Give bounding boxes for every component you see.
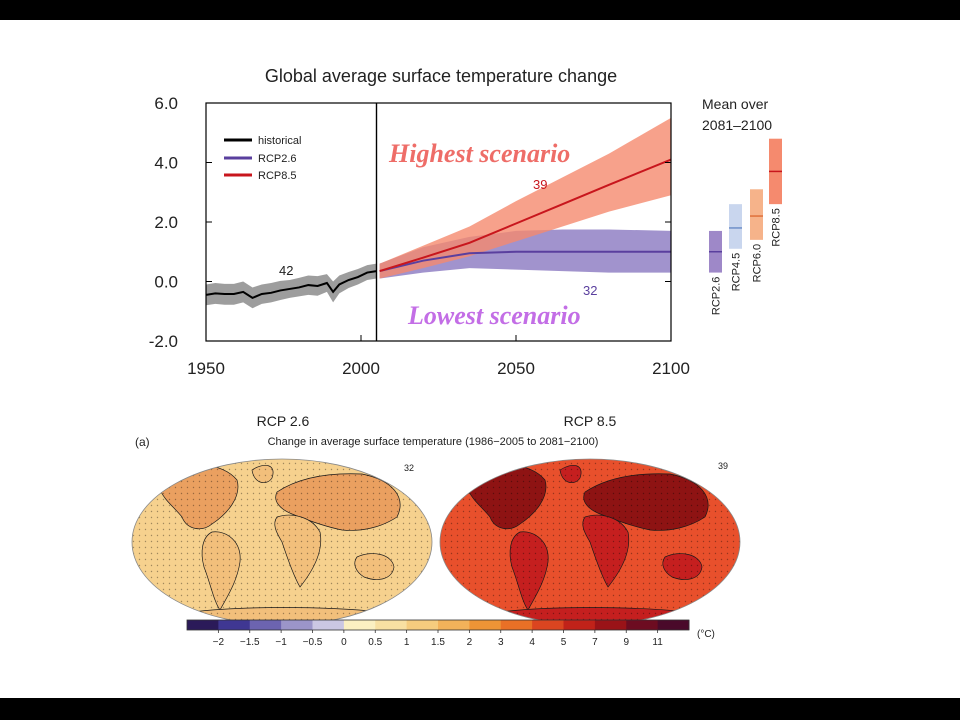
svg-text:RCP2.6: RCP2.6 (258, 153, 297, 165)
y-tick-label: -2.0 (149, 332, 178, 351)
colorbar-label: 2 (467, 637, 473, 648)
lowest-scenario-label: Lowest scenario (407, 301, 581, 330)
colorbar-label: 3 (498, 637, 504, 648)
y-tick-label: 0.0 (154, 273, 178, 292)
map-subtitle: Change in average surface temperature (1… (268, 436, 599, 448)
colorbar-swatch (626, 620, 659, 630)
temperature-colorbar: −2 −1.5 −1 −0.5 0 0.5 1 1.5 2 3 4 5 7 9 11 (186, 619, 690, 648)
mean-range-box (729, 204, 742, 249)
colorbar-label: −1.5 (240, 637, 260, 648)
series-line-rcp26 (379, 250, 671, 273)
mean-bar-rcp45: RCP4.5 (729, 204, 743, 291)
stippling-overlay (132, 459, 432, 625)
stippling-overlay (440, 459, 740, 625)
series-line-historical (206, 270, 377, 299)
colorbar-label: 1.5 (431, 637, 445, 648)
svg-text:RCP8.5: RCP8.5 (258, 170, 297, 182)
colorbar-label: −0.5 (303, 637, 323, 648)
colorbar-swatch (594, 620, 627, 630)
x-tick-label: 2050 (497, 359, 535, 378)
uncertainty-band-rcp85 (379, 117, 671, 279)
colorbar-label: 4 (529, 637, 535, 648)
colorbar-unit: (°C) (697, 629, 715, 640)
mean-range-box (750, 189, 763, 240)
panel-label: (a) (135, 435, 150, 449)
colorbar-swatch (343, 620, 376, 630)
mean-bar-rcp85: RCP8.5 (769, 138, 783, 247)
svg-text:historical: historical (258, 135, 301, 147)
x-tick-label: 2100 (652, 359, 690, 378)
historical-model-count: 42 (279, 263, 293, 278)
y-tick-label: 6.0 (154, 94, 178, 113)
legend-item-rcp26: RCP2.6 (224, 153, 297, 165)
mean-bar-rcp60: RCP6.0 (750, 189, 764, 282)
highest-scenario-label: Highest scenario (388, 139, 570, 168)
map-rcp26 (131, 458, 433, 626)
map-title-rcp85: RCP 8.5 (564, 413, 617, 429)
colorbar-label: −1 (275, 637, 287, 648)
colorbar-swatch (249, 620, 282, 630)
colorbar-label: 7 (592, 637, 598, 648)
colorbar-swatch (281, 620, 313, 630)
colorbar-swatch (532, 620, 564, 630)
colorbar-swatch (438, 620, 470, 630)
side-panel-title-line2: 2081–2100 (702, 117, 772, 133)
bottom-letterbox-bar (0, 698, 960, 720)
colorbar-label: 11 (652, 637, 663, 648)
map-model-count-rcp85: 39 (718, 461, 728, 471)
temperature-plot: -2.0 0.0 2.0 4.0 6.0 1950 2000 2050 2100 (149, 94, 690, 378)
map-rcp85 (439, 458, 741, 626)
map-model-count-rcp26: 32 (404, 463, 414, 473)
mean-bar-label: RCP2.6 (711, 277, 723, 316)
colorbar-label: 5 (561, 637, 567, 648)
colorbar-label: 9 (623, 637, 629, 648)
colorbar-swatch (657, 620, 690, 630)
colorbar-label: 1 (404, 637, 410, 648)
legend: historical RCP2.6 RCP8.5 (224, 135, 301, 182)
colorbar-swatch (312, 620, 345, 630)
colorbar-label: 0 (341, 637, 347, 648)
x-tick-label: 1950 (187, 359, 225, 378)
mean-bar-label: RCP8.5 (771, 208, 783, 247)
top-letterbox-bar (0, 0, 960, 20)
mean-2081-2100-panel: Mean over 2081–2100 RCP2.6 RCP4.5 RCP6.0 RC… (702, 96, 783, 315)
mean-bar-rcp26: RCP2.6 (709, 230, 723, 316)
colorbar-swatch (218, 620, 251, 630)
colorbar-swatch (469, 620, 502, 630)
rcp85-model-count: 39 (533, 177, 547, 192)
legend-item-rcp85: RCP8.5 (224, 170, 297, 182)
y-tick-label: 2.0 (154, 213, 178, 232)
legend-item-historical: historical (224, 135, 301, 147)
colorbar-swatch (187, 620, 219, 630)
colorbar-swatch (563, 620, 596, 630)
y-tick-label: 4.0 (154, 154, 178, 173)
series-line-rcp85 (379, 158, 671, 273)
map-title-rcp26: RCP 2.6 (257, 413, 310, 429)
rcp26-model-count: 32 (583, 283, 597, 298)
mean-bar-label: RCP6.0 (752, 244, 764, 283)
colorbar-swatch (406, 620, 439, 630)
colorbar-swatch (375, 620, 408, 630)
mean-bar-label: RCP4.5 (731, 253, 743, 292)
chart-title: Global average surface temperature chang… (265, 66, 617, 86)
side-panel-title-line1: Mean over (702, 96, 768, 112)
colorbar-label: −2 (213, 637, 225, 648)
uncertainty-band-historical (206, 263, 377, 309)
x-tick-label: 2000 (342, 359, 380, 378)
colorbar-label: 0.5 (368, 637, 382, 648)
colorbar-swatch (500, 620, 533, 630)
